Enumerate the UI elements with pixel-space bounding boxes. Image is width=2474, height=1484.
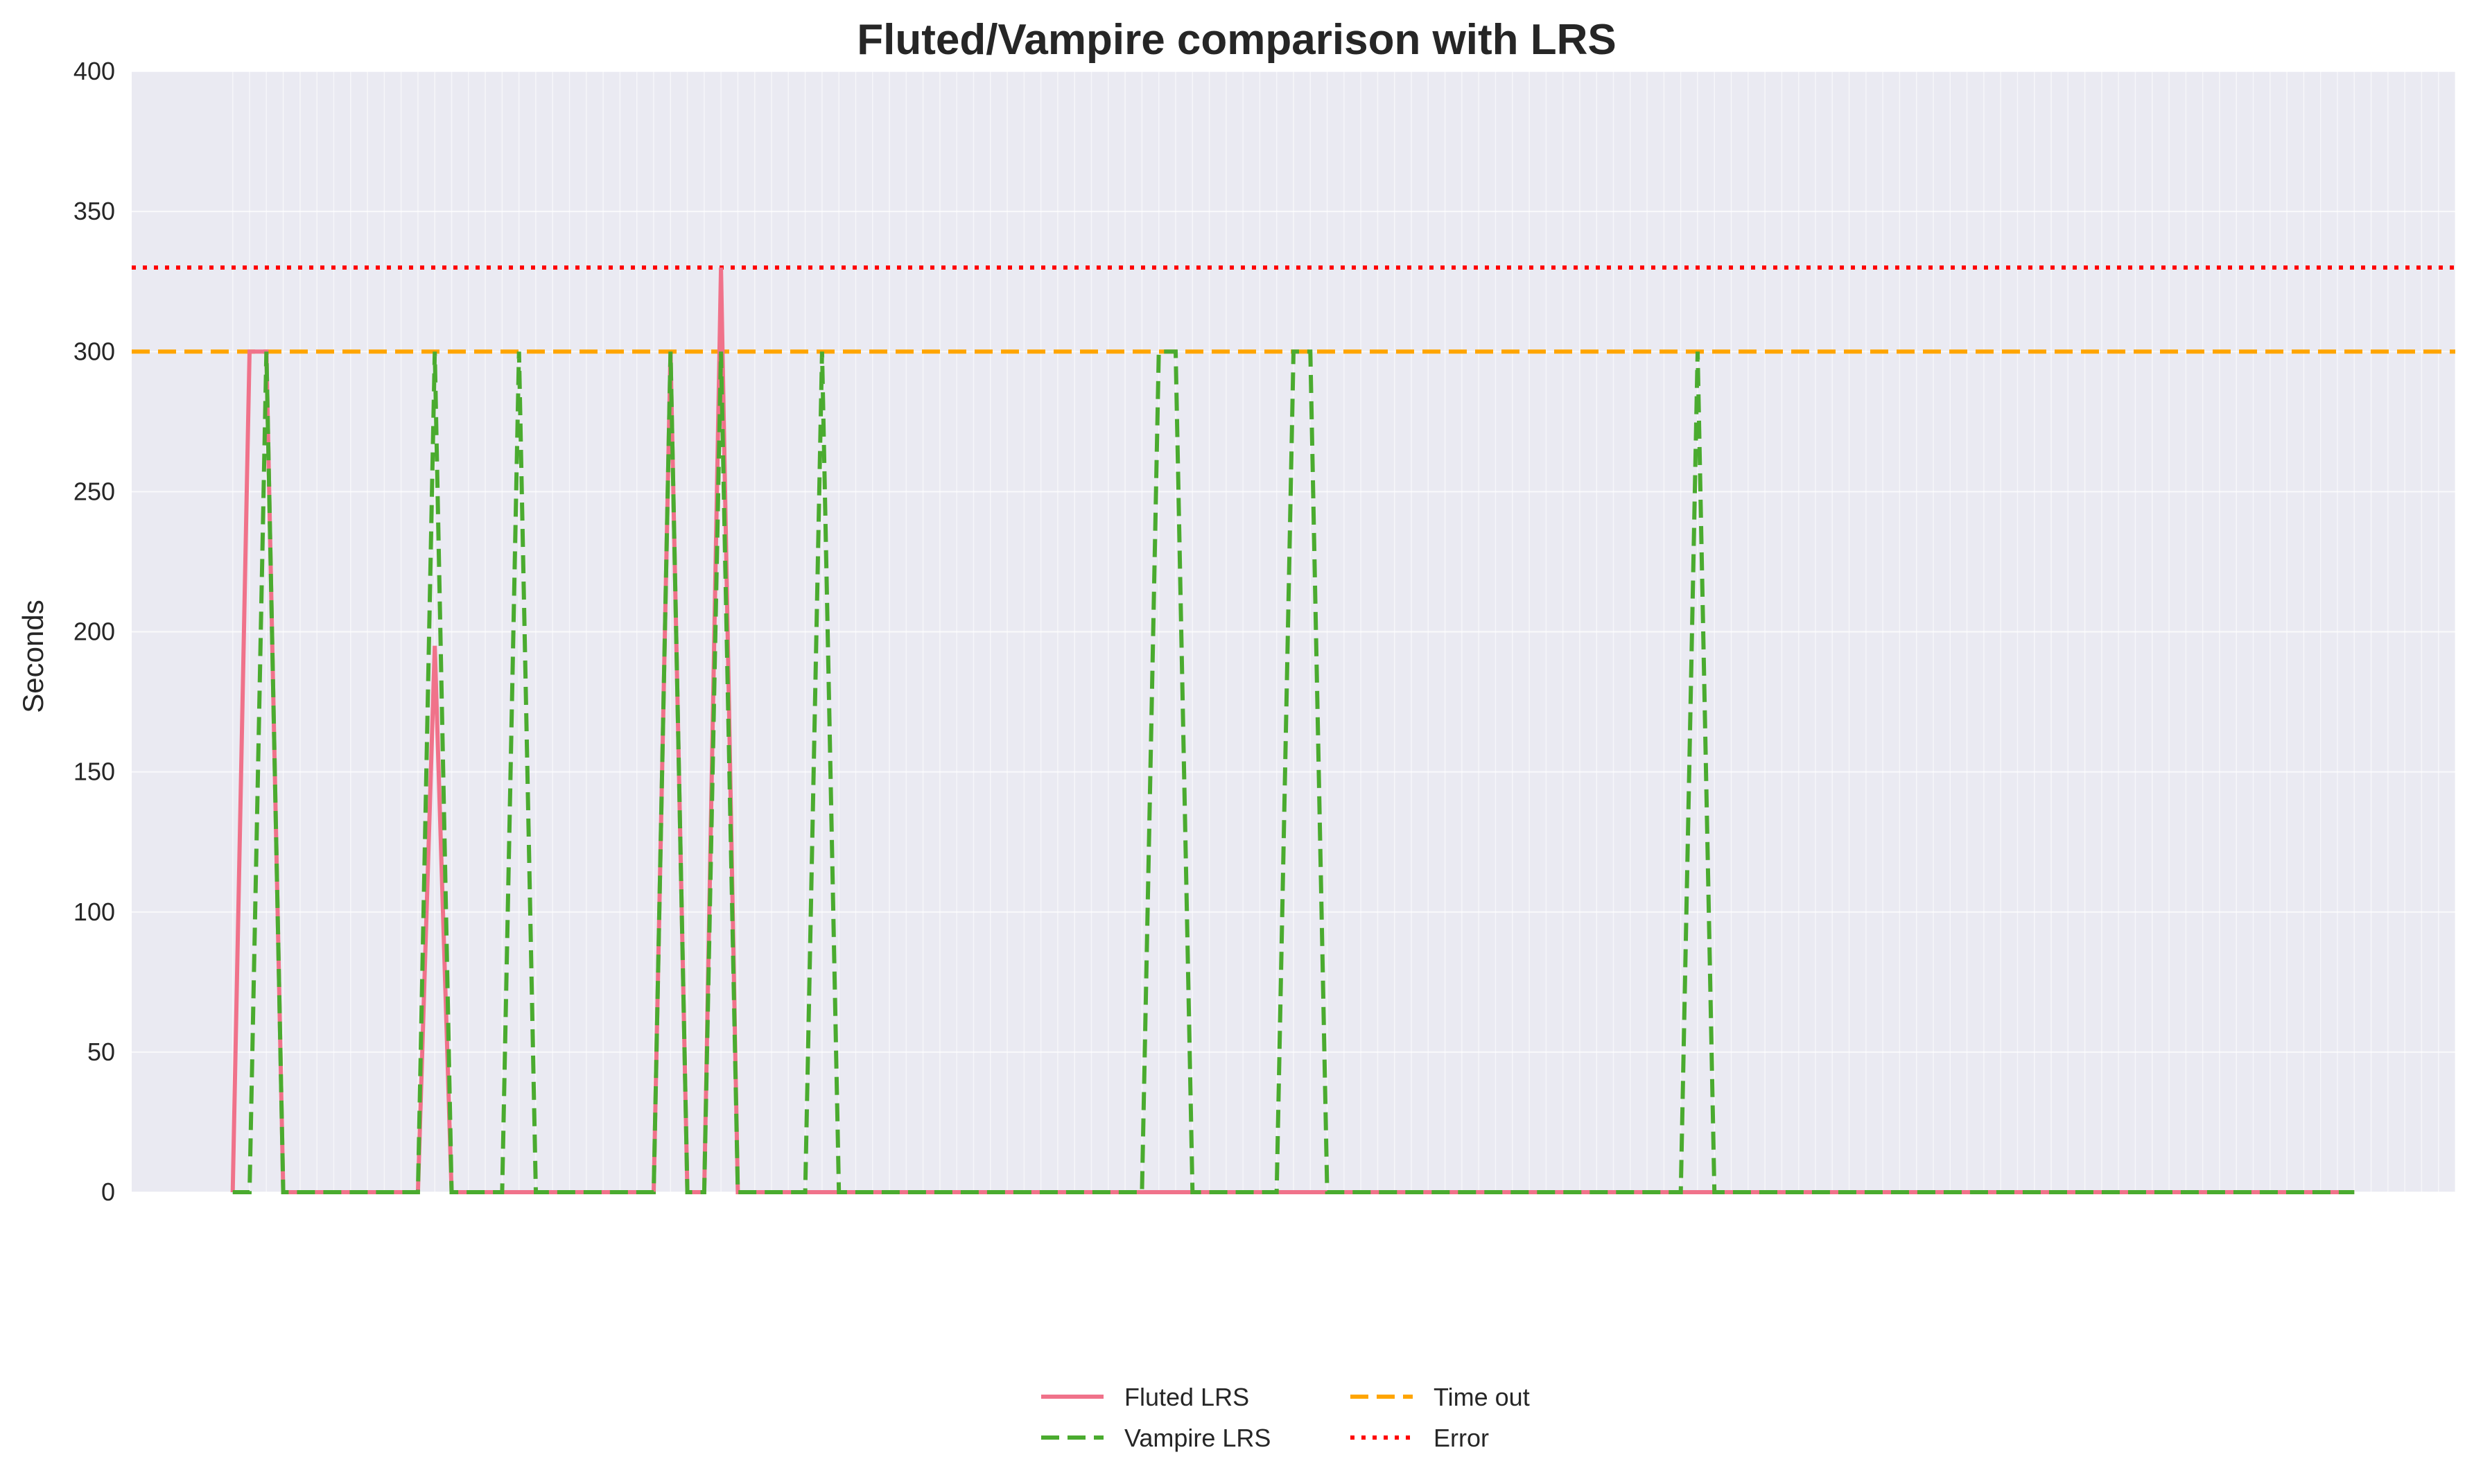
y-tick-label: 100 [73,898,115,926]
y-tick-label: 50 [87,1038,115,1066]
y-tick-label: 150 [73,758,115,786]
y-tick-labels: 0 50 100 150 200 250 300 350 400 [73,57,115,1206]
legend-label: Fluted LRS [1124,1383,1249,1411]
y-axis-label: Seconds [17,600,49,713]
y-tick-label: 300 [73,337,115,365]
y-tick-label: 0 [101,1178,115,1206]
y-tick-label: 250 [73,477,115,505]
y-tick-label: 200 [73,618,115,646]
y-tick-label: 350 [73,197,115,225]
legend-label: Error [1434,1424,1489,1452]
series-lines [230,267,2355,1194]
series-line-vampire-lrs [232,349,2355,1194]
y-tick-label: 400 [73,57,115,85]
legend-label: Vampire LRS [1124,1424,1271,1452]
chart-title: Fluted/Vampire comparison with LRS [857,16,1617,64]
legend-label: Time out [1434,1383,1530,1411]
legend: Fluted LRS Vampire LRS Time out Error [1041,1383,1530,1452]
